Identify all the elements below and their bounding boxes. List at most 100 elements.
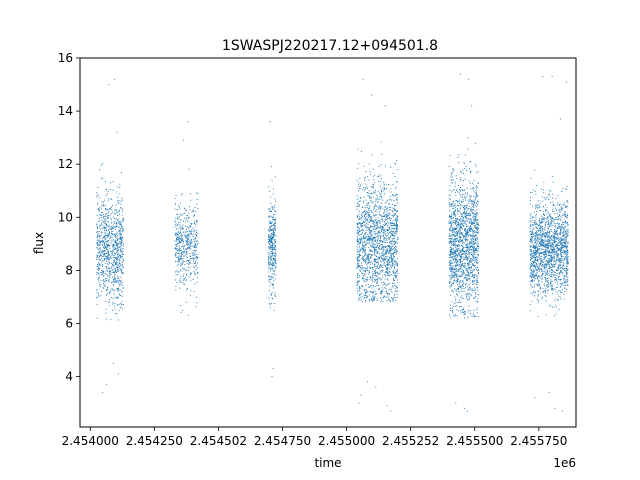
data-point: [357, 244, 359, 246]
data-point: [108, 254, 110, 256]
data-point: [382, 301, 384, 303]
data-point: [360, 270, 362, 272]
data-point: [390, 217, 392, 220]
data-point: [464, 237, 466, 240]
data-point: [269, 225, 271, 227]
data-point: [450, 294, 452, 296]
data-point: [477, 271, 479, 273]
data-point: [116, 231, 118, 233]
data-point: [387, 228, 389, 230]
data-point: [191, 273, 193, 275]
data-point: [273, 243, 275, 245]
data-point: [176, 243, 178, 245]
data-point: [477, 286, 479, 288]
data-point: [471, 182, 474, 184]
data-point: [473, 212, 475, 214]
data-point: [272, 268, 274, 270]
data-point: [464, 214, 466, 216]
data-point: [180, 239, 182, 241]
data-point: [362, 216, 364, 218]
data-point: [116, 259, 118, 261]
data-point: [107, 263, 109, 265]
data-point: [358, 254, 360, 257]
data-point: [378, 174, 380, 176]
data-point: [465, 207, 467, 209]
data-point: [377, 264, 379, 266]
data-point: [376, 279, 378, 281]
data-point: [373, 226, 376, 228]
data-point: [109, 235, 111, 237]
data-point: [370, 276, 372, 278]
data-point: [179, 287, 181, 289]
data-point: [121, 211, 123, 213]
data-point: [110, 198, 112, 200]
data-point: [361, 258, 363, 260]
data-point: [383, 228, 385, 230]
data-point: [390, 265, 392, 267]
data-point: [366, 210, 368, 212]
data-point: [460, 228, 462, 230]
data-point: [357, 253, 359, 256]
data-point: [99, 219, 101, 221]
data-point: [369, 294, 371, 296]
data-point: [383, 254, 385, 256]
data-point: [395, 187, 397, 190]
data-point: [455, 222, 457, 225]
data-point: [110, 225, 112, 228]
data-point: [473, 287, 475, 289]
data-point: [464, 215, 466, 217]
data-point: [274, 294, 276, 296]
data-point: [468, 244, 470, 246]
data-point: [118, 279, 120, 281]
data-point: [99, 197, 101, 199]
data-point: [271, 252, 273, 254]
data-point: [189, 247, 191, 249]
data-point: [362, 256, 364, 258]
data-point: [108, 210, 110, 213]
data-point: [356, 258, 358, 260]
data-point: [195, 262, 197, 264]
data-point: [115, 263, 117, 266]
data-point: [192, 278, 194, 280]
data-point: [116, 239, 119, 241]
data-point: [275, 253, 277, 255]
data-point: [376, 275, 378, 277]
data-point: [449, 155, 451, 157]
data-point: [114, 234, 117, 236]
data-point: [466, 196, 468, 198]
data-point: [477, 241, 479, 243]
data-point: [176, 260, 178, 262]
data-point: [383, 232, 385, 234]
data-point: [189, 242, 191, 244]
data-point: [100, 252, 102, 254]
data-point: [365, 269, 367, 271]
data-point: [384, 259, 386, 261]
data-point: [175, 255, 177, 257]
data-point: [100, 272, 102, 274]
data-point: [116, 270, 118, 272]
data-point: [98, 281, 100, 283]
data-point: [108, 228, 110, 230]
data-point: [471, 276, 473, 278]
data-point: [388, 252, 390, 254]
data-point: [194, 238, 197, 240]
data-point: [376, 246, 378, 248]
data-point: [370, 225, 372, 228]
data-point: [375, 269, 377, 271]
data-point: [451, 267, 453, 269]
data-point: [472, 255, 474, 257]
data-point: [455, 268, 458, 270]
data-point: [473, 202, 476, 204]
data-point: [366, 229, 368, 232]
data-point: [477, 281, 479, 283]
data-point: [364, 289, 366, 291]
data-point: [357, 203, 359, 205]
data-point: [102, 246, 104, 248]
data-point: [184, 208, 186, 210]
data-point: [271, 250, 273, 252]
data-point: [465, 267, 467, 269]
data-point: [96, 231, 99, 233]
data-point: [387, 260, 389, 262]
data-point: [463, 228, 466, 230]
data-point: [396, 199, 398, 201]
